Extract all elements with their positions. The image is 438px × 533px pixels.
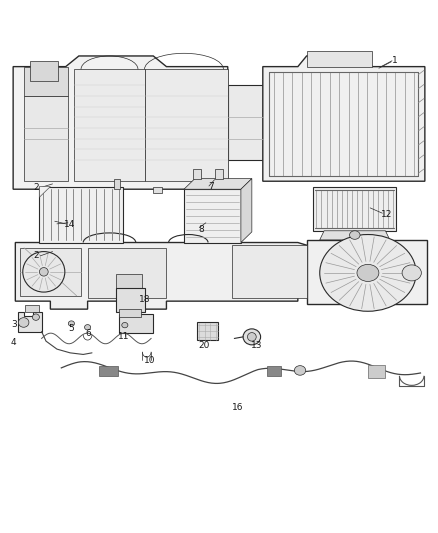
Bar <box>193 169 201 179</box>
Text: 11: 11 <box>118 333 130 341</box>
Polygon shape <box>13 56 228 189</box>
Bar <box>197 187 206 193</box>
Bar <box>215 169 223 179</box>
Text: 12: 12 <box>381 211 392 219</box>
Text: 1: 1 <box>392 56 398 65</box>
Polygon shape <box>39 187 50 197</box>
Bar <box>267 366 281 376</box>
Bar <box>116 274 142 288</box>
Bar <box>197 322 218 340</box>
Text: 6: 6 <box>85 329 91 337</box>
Polygon shape <box>39 187 123 243</box>
Ellipse shape <box>32 314 39 320</box>
Text: 7: 7 <box>208 182 214 190</box>
Polygon shape <box>307 240 427 304</box>
Text: 4: 4 <box>11 338 17 347</box>
Text: 14: 14 <box>64 221 75 229</box>
Polygon shape <box>228 85 263 160</box>
Polygon shape <box>145 69 228 181</box>
Ellipse shape <box>402 265 421 281</box>
Text: 2: 2 <box>34 252 39 260</box>
Text: 18: 18 <box>139 295 151 304</box>
Bar <box>114 179 120 189</box>
Ellipse shape <box>39 268 48 276</box>
Polygon shape <box>15 243 307 309</box>
Bar <box>25 305 39 312</box>
Bar <box>48 187 57 193</box>
Polygon shape <box>18 312 42 332</box>
Text: 5: 5 <box>69 325 74 333</box>
Text: 10: 10 <box>144 357 155 365</box>
Text: 13: 13 <box>251 341 262 350</box>
Polygon shape <box>24 67 68 96</box>
Polygon shape <box>184 189 241 243</box>
Ellipse shape <box>23 252 65 292</box>
Polygon shape <box>74 69 145 181</box>
Ellipse shape <box>294 366 306 375</box>
Bar <box>101 187 110 193</box>
Text: 16: 16 <box>232 403 244 411</box>
Ellipse shape <box>357 264 379 281</box>
Bar <box>99 366 118 376</box>
Ellipse shape <box>350 231 360 239</box>
Bar <box>30 61 58 81</box>
Ellipse shape <box>18 318 29 327</box>
Ellipse shape <box>122 322 128 328</box>
Polygon shape <box>263 56 425 181</box>
Text: 3: 3 <box>11 320 17 328</box>
Text: 20: 20 <box>198 341 209 350</box>
Polygon shape <box>313 187 396 231</box>
Text: 2: 2 <box>34 183 39 192</box>
Bar <box>116 288 145 312</box>
Polygon shape <box>88 248 166 298</box>
Polygon shape <box>20 248 81 296</box>
Bar <box>119 309 141 317</box>
Polygon shape <box>241 179 252 243</box>
Ellipse shape <box>320 235 416 311</box>
Polygon shape <box>119 314 153 333</box>
Bar <box>153 187 162 193</box>
Polygon shape <box>320 231 390 240</box>
Ellipse shape <box>85 325 91 330</box>
Polygon shape <box>184 179 252 189</box>
Ellipse shape <box>247 333 256 341</box>
Polygon shape <box>24 96 68 181</box>
Bar <box>368 365 385 378</box>
Polygon shape <box>232 245 307 298</box>
Text: 8: 8 <box>198 225 204 233</box>
Ellipse shape <box>68 321 74 326</box>
Ellipse shape <box>243 329 261 345</box>
Bar <box>307 51 372 67</box>
